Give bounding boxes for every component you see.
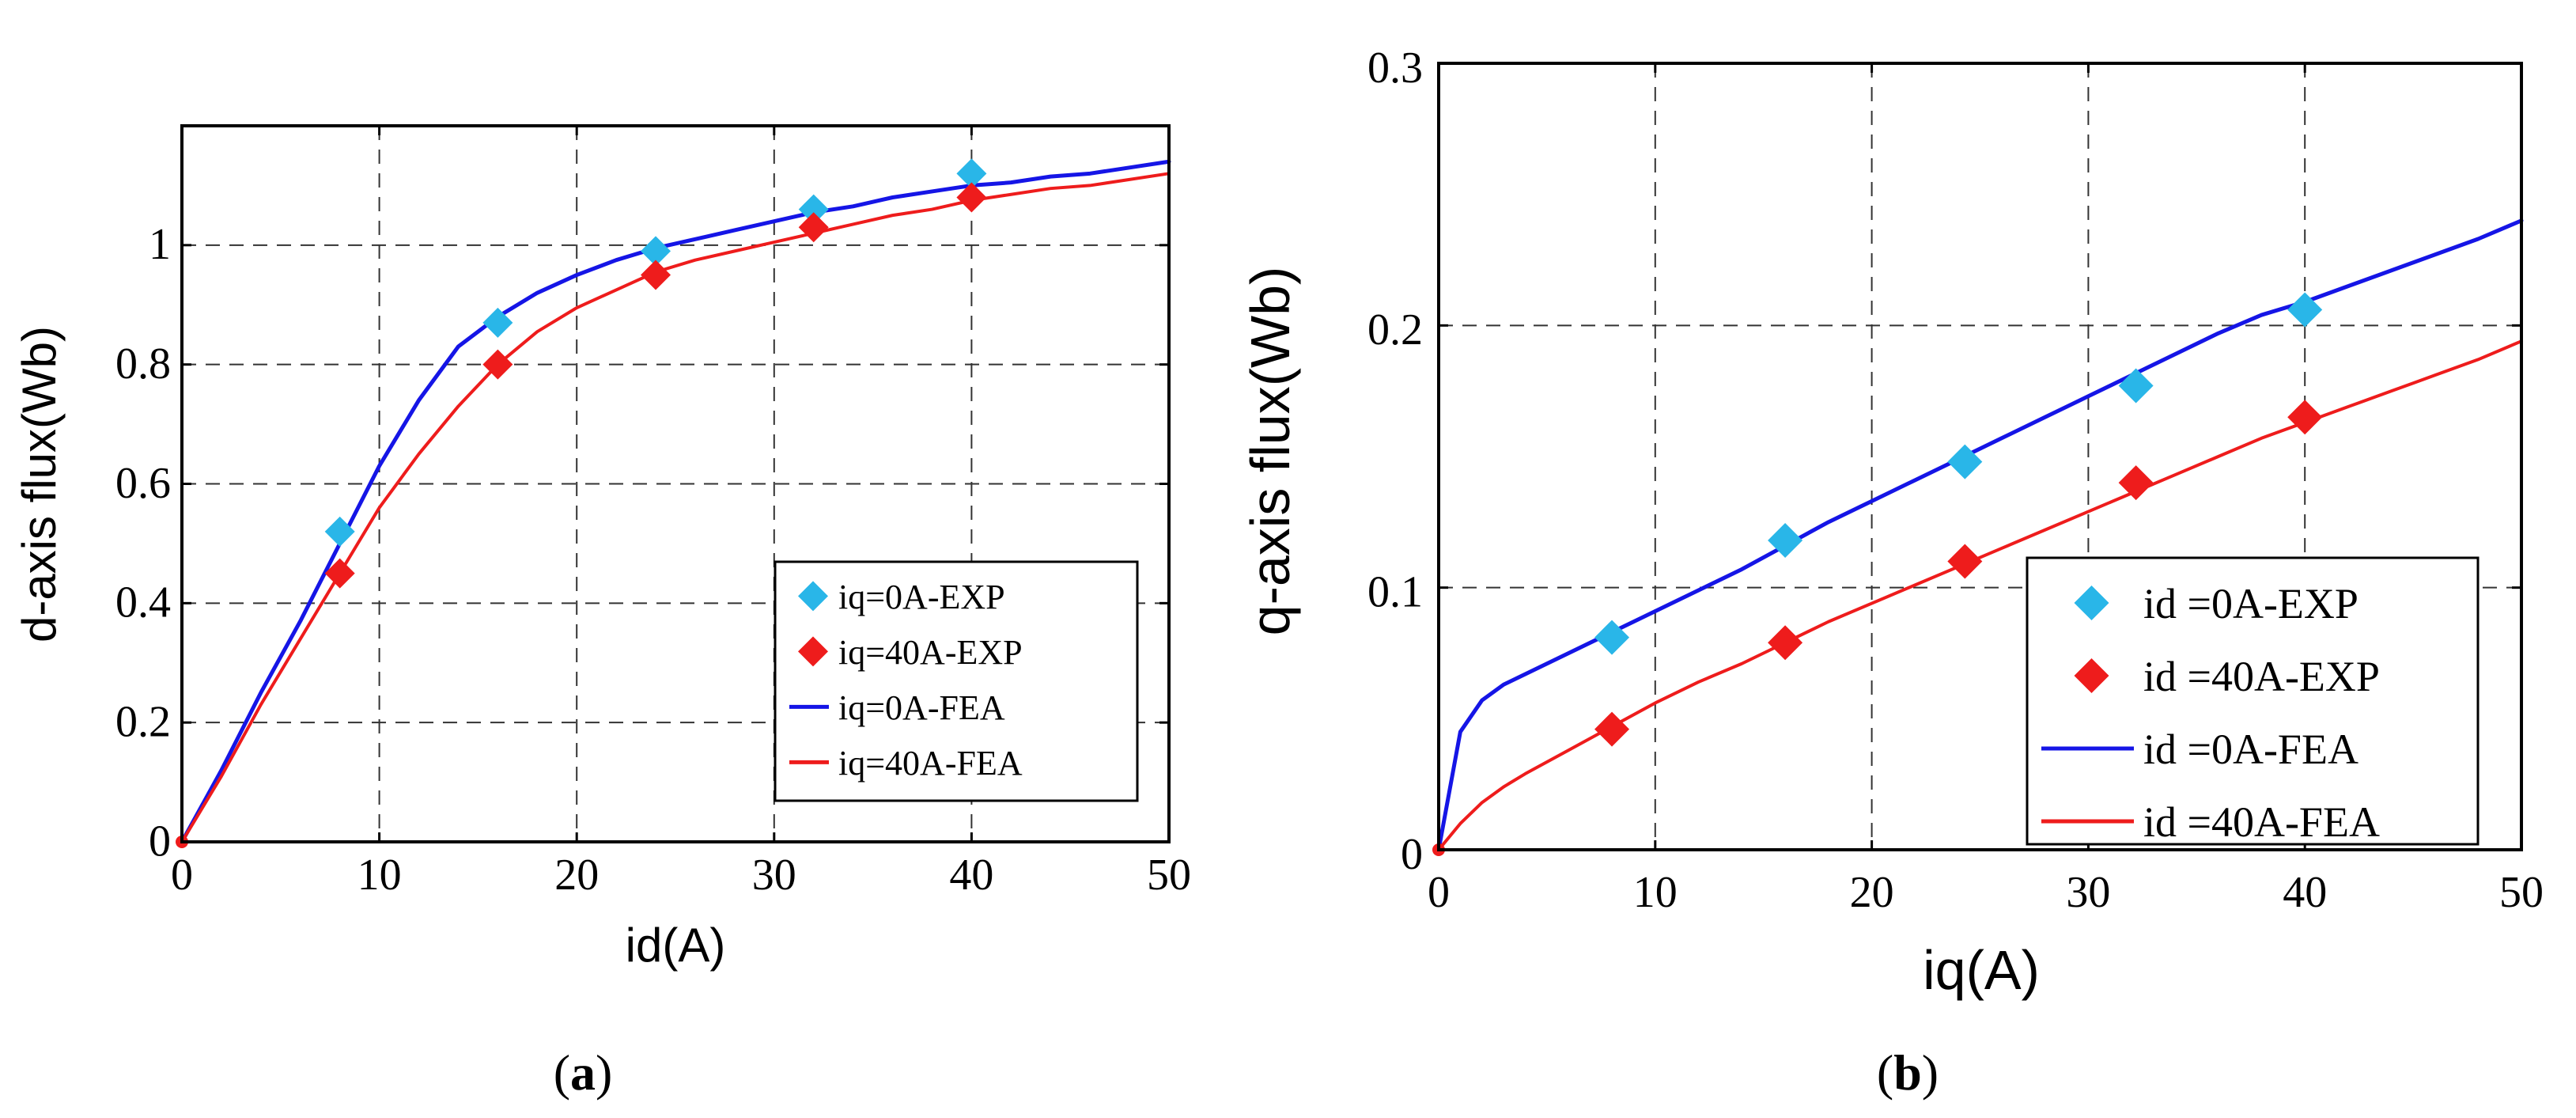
data-point-id =40A-EXP [2287, 400, 2323, 435]
series-markers-b [1594, 292, 2323, 747]
y-tick-label: 0.1 [1367, 567, 1423, 616]
series-line-id =0A-FEA [1436, 218, 2524, 852]
x-tick-label: 10 [1633, 868, 1678, 917]
series-markers-a [324, 158, 987, 589]
x-tick-label: 40 [2283, 868, 2327, 917]
data-point-iq=40A-EXP [641, 260, 671, 290]
x-tick-label: 0 [1428, 868, 1450, 917]
x-tick-label: 20 [554, 851, 599, 900]
legend-label: id =40A-FEA [2143, 798, 2380, 846]
legend-label: iq=40A-FEA [838, 744, 1023, 783]
legend-label: iq=0A-FEA [838, 688, 1005, 727]
data-point-iq=40A-EXP [324, 558, 355, 589]
data-point-iq=40A-EXP [798, 212, 829, 243]
data-point-iq=40A-EXP [956, 182, 987, 213]
data-point-iq=0A-EXP [641, 236, 671, 267]
legend-entries-b: id =0A-EXP id =40A-EXP id =0A-FEA id =40A-F… [2041, 580, 2380, 846]
y-axis-label-b: q-axis flux(Wb) [1239, 267, 1301, 636]
x-axis-label-b: iq(A) [1923, 939, 2040, 1001]
x-ticks-a: 0 10 20 30 40 50 [171, 126, 1191, 900]
y-tick-label: 0 [149, 817, 171, 866]
x-tick-label: 50 [1147, 851, 1191, 900]
caption-a: (a) [554, 1044, 613, 1101]
y-ticks-b: 0 0.1 0.2 0.3 [1367, 44, 2521, 879]
caption-b: (b) [1877, 1044, 1939, 1101]
y-ticks-a: 0 0.2 0.4 0.6 0.8 1 [115, 220, 1169, 866]
legend-entries-a: iq=0A-EXP iq=40A-EXP iq=0A-FEA iq=40A-FEA [789, 578, 1023, 783]
data-point-id =40A-EXP [1768, 625, 1803, 661]
caption-letter-b: b [1893, 1044, 1922, 1101]
chart-panel-a: 0 10 20 30 40 50 0 0.2 0.4 0.6 0.8 1 id(A) d-axis … [13, 124, 1191, 1101]
x-tick-label: 40 [949, 851, 993, 900]
data-point-id =0A-EXP [1768, 523, 1803, 559]
series-line-iq=40A-FEA [180, 172, 1171, 843]
x-axis-label-a: id(A) [626, 919, 726, 972]
legend-label: iq=0A-EXP [838, 578, 1005, 616]
data-point-iq=0A-EXP [482, 307, 513, 338]
data-point-id =0A-EXP [1947, 444, 1983, 479]
data-point-id =40A-EXP [1947, 544, 1983, 579]
y-tick-label: 0.6 [115, 459, 171, 508]
y-tick-label: 0.2 [115, 697, 171, 746]
legend-b: id =0A-EXP id =40A-EXP id =0A-FEA id =40A-F… [2026, 556, 2480, 846]
caption-letter-a: a [570, 1044, 596, 1101]
y-tick-label: 1 [149, 220, 171, 269]
y-tick-label: 0 [1401, 830, 1423, 879]
data-point-id =40A-EXP [1594, 711, 1630, 747]
data-point-iq=0A-EXP [956, 158, 987, 189]
y-axis-label-a: d-axis flux(Wb) [13, 326, 66, 642]
legend-label: iq=40A-EXP [838, 633, 1023, 672]
data-point-id =0A-EXP [2287, 292, 2323, 328]
x-tick-label: 20 [1850, 868, 1894, 917]
y-tick-label: 0.2 [1367, 305, 1423, 354]
x-tick-label: 30 [752, 851, 796, 900]
series-line-id =40A-FEA [1437, 339, 2523, 851]
x-tick-label: 50 [2499, 868, 2544, 917]
legend-box-a [774, 560, 1139, 802]
x-tick-label: 30 [2066, 868, 2110, 917]
data-point-id =0A-EXP [2118, 368, 2154, 404]
legend-a: iq=0A-EXP iq=40A-EXP iq=0A-FEA iq=40A-FEA [774, 560, 1139, 802]
x-ticks-b: 0 10 20 30 40 50 [1428, 63, 2544, 917]
data-point-iq=0A-EXP [324, 516, 355, 547]
legend-marker-id =0A-EXP [2074, 586, 2109, 621]
x-tick-label: 10 [357, 851, 402, 900]
y-tick-label: 0.4 [115, 578, 171, 627]
data-point-id =40A-EXP [2118, 465, 2154, 501]
chart-panel-b: 0 10 20 30 40 50 0 0.1 0.2 0.3 iq(A) q-axis flux… [1239, 44, 2544, 1101]
x-tick-label: 0 [171, 851, 193, 900]
legend-label: id =0A-EXP [2143, 580, 2358, 627]
legend-marker-iq=0A-EXP [798, 581, 828, 612]
y-tick-label: 0.8 [115, 339, 171, 388]
legend-marker-iq=40A-EXP [798, 636, 828, 667]
legend-label: id =0A-FEA [2143, 726, 2358, 773]
y-tick-label: 0.3 [1367, 44, 1423, 93]
data-point-id =0A-EXP [1594, 620, 1630, 655]
data-point-iq=0A-EXP [798, 194, 829, 225]
legend-marker-id =40A-EXP [2074, 658, 2109, 694]
legend-label: id =40A-EXP [2143, 653, 2380, 700]
data-point-iq=40A-EXP [482, 349, 513, 380]
plot-frame-b [1437, 62, 2523, 851]
